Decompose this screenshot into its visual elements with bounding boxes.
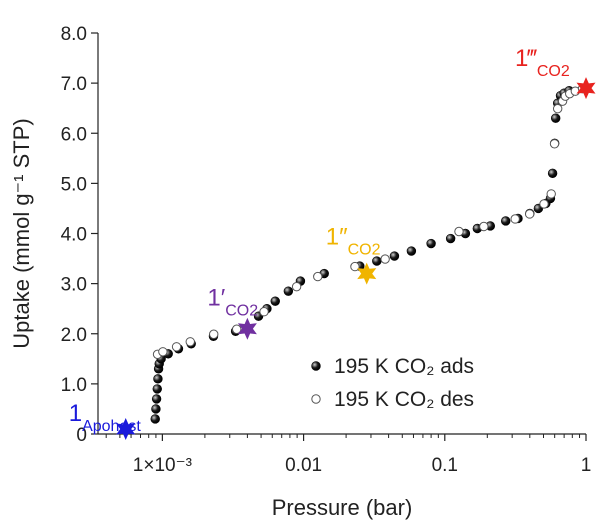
y-tick-label: 0 — [76, 425, 87, 446]
legend-des-label: 195 K CO₂ des — [334, 388, 474, 411]
ads-point — [152, 384, 162, 394]
des-point — [546, 189, 556, 199]
y-tick-label: 3.0 — [61, 275, 87, 296]
annotation-label: 1′CO2 — [207, 285, 258, 320]
annotation-subscript: Apohost — [82, 418, 141, 435]
ads-point — [270, 296, 280, 306]
ads-point — [389, 251, 400, 261]
x-axis-title: Pressure (bar) — [272, 495, 413, 520]
des-point — [524, 209, 535, 219]
ads-point — [445, 233, 456, 244]
des-point — [171, 342, 182, 352]
y-tick-label: 2.0 — [61, 325, 87, 346]
ads-point — [153, 374, 163, 384]
ads-point — [283, 286, 294, 296]
ads-point — [151, 394, 162, 404]
y-tick-label: 8.0 — [61, 24, 87, 45]
y-tick-label: 5.0 — [61, 174, 87, 195]
annotation-subscript: CO2 — [348, 242, 381, 259]
des-point — [313, 271, 323, 282]
des-point — [510, 214, 520, 224]
legend-ads-label: 195 K CO₂ ads — [334, 355, 474, 378]
data-marks-group — [150, 83, 588, 424]
ads-point — [406, 246, 417, 256]
des-point — [185, 337, 195, 347]
ads-point — [501, 216, 511, 226]
y-tick-label: 6.0 — [61, 124, 87, 145]
des-point — [380, 254, 390, 264]
des-point — [350, 261, 360, 272]
des-point — [259, 307, 269, 317]
annotation-subscript: CO2 — [225, 303, 258, 320]
annotation-subscript: CO2 — [537, 63, 570, 80]
annotation-stars-group — [116, 77, 596, 440]
des-point — [539, 199, 549, 209]
annotation-star — [357, 262, 377, 285]
y-tick-label: 4.0 — [61, 225, 87, 246]
ads-point — [547, 168, 558, 179]
annotation-label: 1‴CO2 — [515, 45, 570, 80]
des-point — [232, 324, 242, 334]
des-point — [549, 139, 560, 149]
y-axis-title: Uptake (mmol g⁻¹ STP) — [9, 118, 34, 348]
annotation-star — [116, 418, 136, 440]
ads-point — [550, 113, 561, 123]
ticks-group: 0 1.0 2.0 3.0 4.0 5.0 6.0 7.0 8.0 1×10⁻³ 0.01 0.1 1 — [61, 24, 592, 476]
x-tick-label: 1×10⁻³ — [133, 455, 192, 476]
annotation-main: 1 — [69, 400, 82, 427]
y-tick-label: 7.0 — [61, 74, 87, 95]
des-point — [291, 281, 302, 292]
ads-point — [151, 404, 161, 414]
annotation-main: 1‴ — [515, 45, 537, 72]
annotation-main: 1″ — [326, 224, 348, 251]
des-point — [158, 347, 168, 357]
des-point — [552, 103, 563, 114]
ads-point — [426, 238, 436, 249]
annotation-label: 1″CO2 — [326, 224, 381, 259]
legend-ads-marker — [311, 361, 321, 371]
annotation-main: 1′ — [207, 285, 225, 312]
annotation-star — [576, 77, 596, 100]
legend: 195 K CO₂ ads 195 K CO₂ des — [311, 355, 474, 411]
des-point — [479, 221, 489, 232]
y-tick-label: 1.0 — [61, 375, 87, 396]
des-point — [454, 226, 464, 237]
annotation-star — [237, 317, 257, 340]
annotation-label: 1Apohost — [69, 400, 142, 435]
x-tick-label: 1 — [581, 455, 592, 476]
x-tick-label: 0.01 — [285, 455, 322, 476]
ads-point — [150, 414, 160, 424]
legend-des-marker — [311, 394, 321, 404]
des-point — [209, 329, 219, 339]
x-tick-label: 0.1 — [432, 455, 458, 476]
